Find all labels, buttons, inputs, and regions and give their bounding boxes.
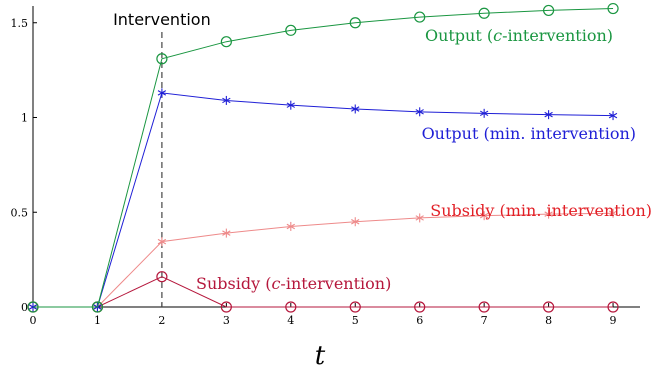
data-point [27,301,39,313]
data-point [349,17,361,29]
data-point [415,107,424,117]
data-point [285,24,297,36]
series-line [33,212,614,308]
data-point [156,271,168,283]
x-tick-label: 3 [223,314,230,327]
data-point [286,221,295,231]
data-point [544,209,553,219]
series-label: Output (c-intervention) [425,26,613,45]
x-tick-label: 4 [287,314,294,327]
x-tick-label: 1 [94,314,101,327]
series-label: Subsidy (min. intervention) [430,201,652,220]
data-point [544,110,553,120]
y-tick-label: 1.5 [11,17,29,30]
data-point [542,4,555,17]
data-point [414,301,426,313]
data-point [220,301,232,313]
series-group [27,2,619,313]
data-point [220,36,232,48]
data-point [478,7,490,19]
x-tick-label: 6 [416,314,423,327]
series-line [33,8,614,308]
data-point [415,213,424,223]
data-point [222,228,231,238]
series-line [33,92,614,308]
y-tick-label: 0.5 [11,206,29,219]
data-point [351,104,360,114]
data-point [479,211,489,221]
y-tick-label: 0 [21,301,28,314]
series-0 [27,2,619,313]
x-tick-label: 5 [352,314,359,327]
data-point [286,100,295,110]
x-tick-label: 8 [545,314,552,327]
data-point [157,237,167,247]
data-point [156,53,168,65]
y-ticks: 0 0.5 1 1.5 [11,17,37,314]
series-label: Output (min. intervention) [422,124,636,143]
x-tick-label: 0 [30,314,37,327]
data-point [91,301,104,313]
data-point [414,11,426,23]
series-label: Subsidy (c-intervention) [196,274,391,293]
y-tick-label: 1 [21,112,28,125]
data-point [608,208,618,218]
data-point [478,301,490,313]
data-point [285,301,297,313]
data-point [607,2,619,15]
series-line [33,276,614,308]
data-point [479,108,489,118]
x-tick-label: 2 [158,314,165,327]
x-tick-label: 7 [481,314,488,327]
data-point [351,217,360,227]
x-axis-label: t [315,341,326,371]
data-point [349,301,361,313]
data-point [157,88,167,98]
data-point [222,95,231,105]
data-point [608,111,618,121]
series-2 [28,208,618,312]
axes [32,6,640,308]
series-labels: Output (c-intervention) Output (min. inte… [196,26,652,293]
intervention-label: Intervention [113,10,211,29]
x-tick-label: 9 [610,314,617,327]
data-point [542,301,555,313]
data-point [607,301,619,313]
